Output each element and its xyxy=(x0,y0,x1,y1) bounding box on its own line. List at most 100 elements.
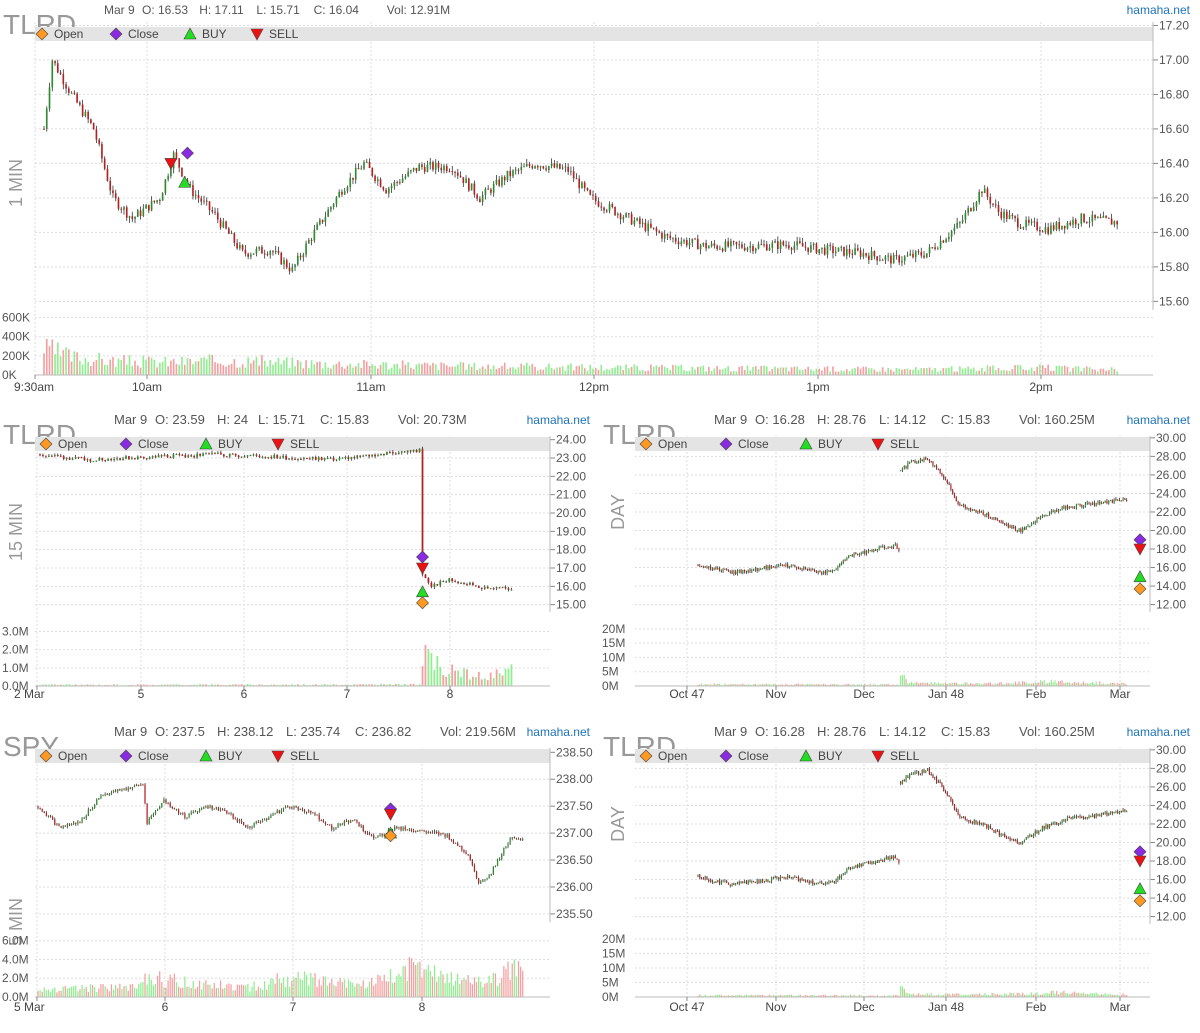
volume-bar xyxy=(391,983,394,997)
candle-body xyxy=(968,508,970,510)
y-tick-label: 14.00 xyxy=(1156,579,1186,593)
candle-body xyxy=(964,213,967,220)
candle-body xyxy=(110,792,113,795)
candle-body xyxy=(467,854,469,856)
volume-bar xyxy=(896,994,898,997)
volume-bar xyxy=(835,994,837,997)
candle-body xyxy=(910,774,913,776)
volume-bar xyxy=(139,367,142,375)
brand-link[interactable]: hamaha.net xyxy=(1127,725,1191,739)
chart-panel-tlrd-day[interactable]: TLRD DAY Mar 9 O: 16.28 H: 28.76 L: 14.12 C: 1… xyxy=(600,410,1200,700)
volume-bar xyxy=(71,684,74,686)
volume-bar xyxy=(142,684,145,686)
brand-link[interactable]: hamaha.net xyxy=(1127,413,1191,427)
candle-body xyxy=(1030,221,1033,223)
volume-bar xyxy=(882,684,884,686)
candle-body xyxy=(1061,225,1063,230)
volume-bar xyxy=(1099,995,1101,997)
candle-body xyxy=(1005,837,1008,839)
chart-panel-tlrd-day-2[interactable]: TLRD DAY Mar 9 O: 16.28 H: 28.76 L: 14.12 C: 1… xyxy=(600,722,1200,1033)
candle-body xyxy=(95,460,98,462)
candle-body xyxy=(1036,517,1038,522)
brand-link[interactable]: hamaha.net xyxy=(1127,3,1191,17)
candle-body xyxy=(998,830,1000,836)
volume-bar xyxy=(1028,369,1030,375)
volume-bar xyxy=(473,977,476,997)
volume-bar xyxy=(1055,365,1058,375)
x-tick-label: Dec xyxy=(853,1000,874,1014)
candle-body xyxy=(215,807,217,809)
candle-body xyxy=(1047,824,1049,828)
candle-body xyxy=(528,164,531,167)
candle-body xyxy=(59,72,62,75)
trade-marker-sell-icon xyxy=(384,808,398,821)
candle-body xyxy=(382,187,385,190)
candle-body xyxy=(721,248,724,252)
volume-bar xyxy=(350,981,352,997)
candle-body xyxy=(397,452,400,455)
y-tick-label: 15.60 xyxy=(1159,294,1189,308)
volume-bar xyxy=(451,366,454,375)
volume-bar xyxy=(948,682,950,686)
candle-body xyxy=(813,570,816,572)
candle-body xyxy=(732,241,735,243)
brand-link[interactable]: hamaha.net xyxy=(527,413,591,427)
volume-bar xyxy=(1077,366,1080,375)
volume-bar xyxy=(776,368,779,375)
candle-body xyxy=(489,588,492,590)
volume-bar xyxy=(356,684,359,686)
volume-bar xyxy=(745,684,748,686)
trade-marker-buy-icon xyxy=(178,175,192,188)
brand-link[interactable]: hamaha.net xyxy=(527,725,591,739)
candle-body xyxy=(633,220,636,225)
candle-body xyxy=(517,169,520,171)
candle-body xyxy=(735,571,737,574)
candle-body xyxy=(1061,506,1063,510)
y-tick-label: 16.20 xyxy=(1159,191,1189,205)
candle-body xyxy=(401,178,404,183)
volume-bar xyxy=(106,988,108,997)
candle-body xyxy=(746,247,749,251)
candle-body xyxy=(49,815,52,818)
volume-bar xyxy=(490,369,492,375)
y-tick-label: 20.00 xyxy=(1156,523,1186,537)
candle-body xyxy=(261,820,264,823)
volume-bar xyxy=(724,995,726,997)
volume-bar xyxy=(699,994,701,997)
volume-bar xyxy=(469,679,471,686)
candle-body xyxy=(429,832,432,834)
volume-bar xyxy=(874,684,877,686)
volume-bar xyxy=(901,369,903,375)
candle-body xyxy=(1003,211,1005,219)
candle-body xyxy=(1063,506,1065,509)
volume-bar xyxy=(980,684,982,686)
candle-body xyxy=(986,188,989,197)
candle-body xyxy=(765,566,767,569)
y-tick-label: 18.00 xyxy=(1156,542,1186,556)
volume-bars xyxy=(39,644,513,686)
candle-body xyxy=(912,460,914,462)
volume-bar xyxy=(830,995,832,997)
candle-body xyxy=(484,188,487,196)
candle-body xyxy=(287,806,289,808)
chart-panel-spy-5min[interactable]: SPY 5 MIN Mar 9 O: 237.5 H: 238.12 L: 235.74 C… xyxy=(0,722,600,1033)
candle-body xyxy=(1025,219,1027,228)
volume-bar xyxy=(236,984,238,997)
chart-panel-tlrd-15min[interactable]: TLRD 15 MIN Mar 9 O: 23.59 H: 24 L: 15.71 C: 1… xyxy=(0,410,600,700)
candle-body xyxy=(883,546,886,549)
candle-body xyxy=(201,807,203,809)
candle-body xyxy=(473,183,476,195)
chart-panel-tlrd-1min[interactable]: TLRD 1 MIN Mar 9 O: 16.53 H: 17.11 L: 15.71 C:… xyxy=(0,0,1200,400)
candle-body xyxy=(419,830,421,832)
candle-body xyxy=(1052,823,1054,825)
candle-body xyxy=(783,877,785,879)
volume-bar xyxy=(1118,683,1121,686)
candle-body xyxy=(429,162,432,165)
candle-body xyxy=(1110,218,1113,225)
volume-bar xyxy=(952,682,954,686)
volume-bar xyxy=(285,684,287,686)
candle-body xyxy=(868,255,870,260)
volume-bars xyxy=(697,985,1128,997)
candle-body xyxy=(910,460,913,463)
volume-bar xyxy=(957,683,959,686)
